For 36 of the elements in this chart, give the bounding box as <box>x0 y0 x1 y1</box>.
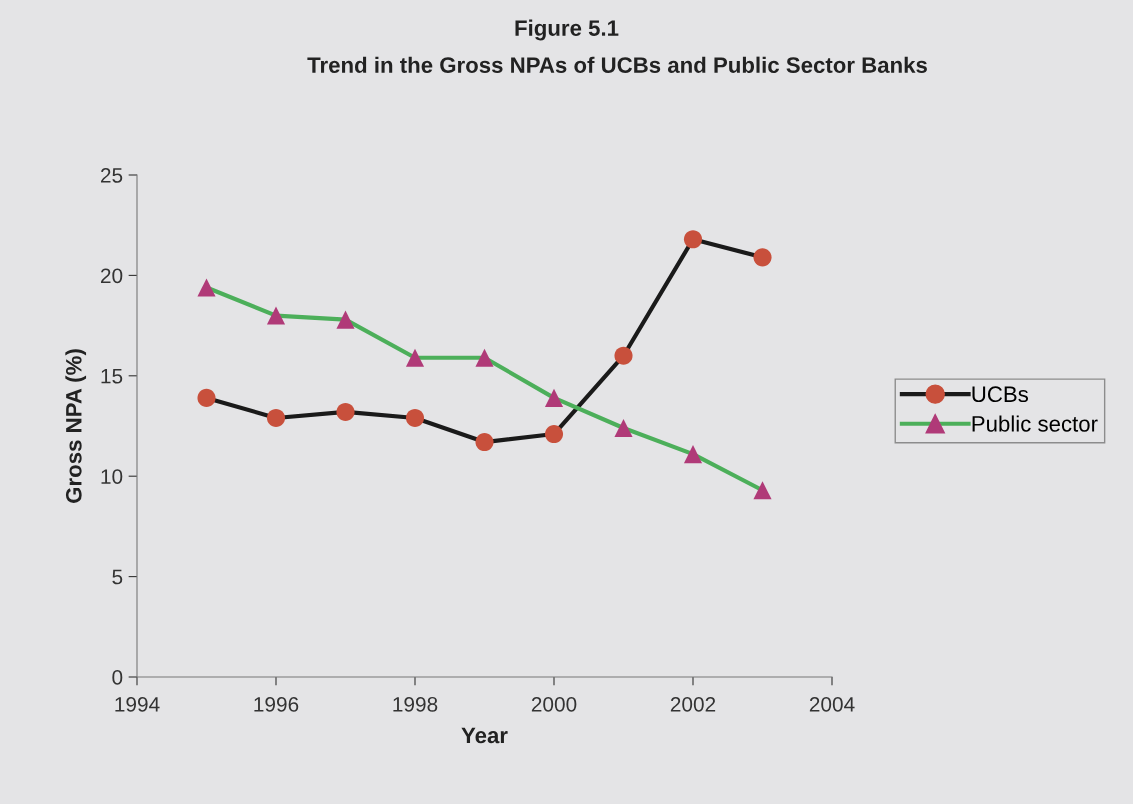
y-tick-label: 5 <box>112 569 123 585</box>
x-tick-label: 1996 <box>254 696 299 712</box>
y-tick-label: 20 <box>100 268 123 284</box>
point <box>405 348 425 367</box>
point <box>614 418 633 438</box>
legend-label: UCBs <box>972 386 1029 403</box>
x-tick-label: 1994 <box>115 696 160 712</box>
point <box>614 346 633 365</box>
point <box>197 278 216 297</box>
y-tick-label: 15 <box>101 369 123 384</box>
point <box>336 310 355 329</box>
x-tick-label: 2004 <box>809 696 855 712</box>
point <box>544 424 564 444</box>
point <box>475 433 494 452</box>
chart-subtitle: Trend in the Gross NPAs of UCBs and Public Sector Banks <box>307 56 927 73</box>
x-axis-title: Year <box>461 727 508 744</box>
point <box>544 388 564 407</box>
point <box>753 248 772 267</box>
point <box>197 388 216 407</box>
point <box>266 306 286 325</box>
point <box>683 230 703 249</box>
y-axis-title: Gross NPA (%) <box>65 349 87 503</box>
x-tick-label: 2002 <box>670 696 716 712</box>
y-tick-label: 25 <box>100 168 123 183</box>
point <box>405 408 425 428</box>
chart-title: Figure 5.1 <box>515 19 619 41</box>
x-tick-label: 2000 <box>531 696 577 712</box>
point <box>266 408 286 428</box>
point <box>336 402 355 421</box>
x-tick-label: 1998 <box>393 696 438 712</box>
y-tick-label: 0 <box>112 670 123 685</box>
point <box>475 348 494 367</box>
legend-label: Public sector <box>972 415 1098 432</box>
point <box>683 445 703 464</box>
y-tick-label: 10 <box>101 469 123 484</box>
point <box>753 481 772 500</box>
